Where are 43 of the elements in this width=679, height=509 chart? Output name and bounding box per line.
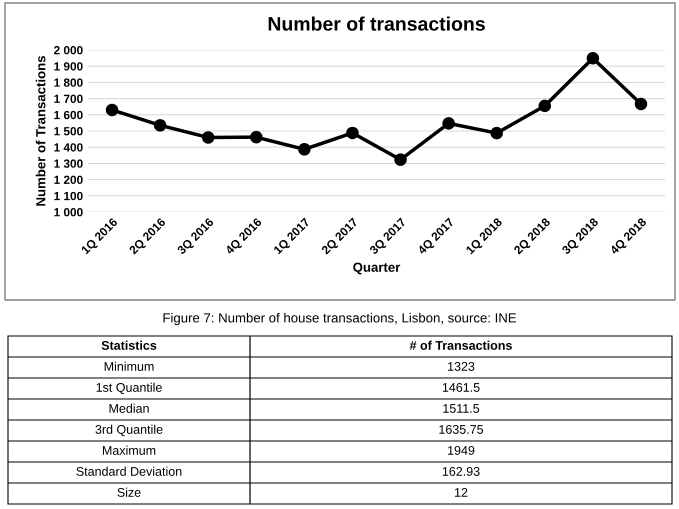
point [394,153,407,166]
y-tick-label: 1 300 [54,159,83,168]
text: Statistics [102,340,156,350]
point [538,100,552,112]
point [106,104,118,116]
y-tick-label: 1 600 [54,110,83,120]
point [154,119,166,132]
text: 1st Quantile [96,382,162,394]
text: # of Transactions [410,340,512,350]
text: 1323 [448,362,474,371]
text: 12 [455,488,468,497]
text: Size [117,488,141,497]
text: 1635.75 [439,425,484,434]
caption: Figure 7: Number of house transactions, Lisbon, source: INE [163,312,516,326]
text: Maximum [102,446,156,455]
text: 1949 [448,446,474,455]
y-axis-title: Number of Transactions [36,56,46,206]
text: Median [110,404,149,413]
y-tick-label: 1 100 [54,192,83,200]
point [250,130,263,144]
point [346,126,359,140]
chart-title: Number of transactions [268,16,485,31]
point [202,131,214,144]
x-axis-title: Quarter [353,262,400,274]
text: 3rd Quantile [95,424,162,436]
y-tick-label: 1 500 [54,127,83,136]
y-tick-label: 1 800 [54,78,83,87]
point [634,98,648,110]
y-tick-label: 1 900 [54,62,83,71]
text: 162.93 [442,467,480,476]
y-tick-label: 2 000 [54,46,83,54]
point [586,52,600,65]
text: 1511.5 [443,404,480,413]
text: Standard Deviation [76,466,182,476]
y-tick-label: 1 200 [54,176,83,184]
point [442,117,455,130]
text: Minimum [104,362,154,371]
y-tick-label: 1 400 [54,143,83,152]
y-tick-label: 1 700 [54,94,83,103]
point [298,143,311,156]
y-tick-label: 1 000 [54,208,83,216]
text: 1461.5 [442,383,480,392]
point [490,126,503,140]
